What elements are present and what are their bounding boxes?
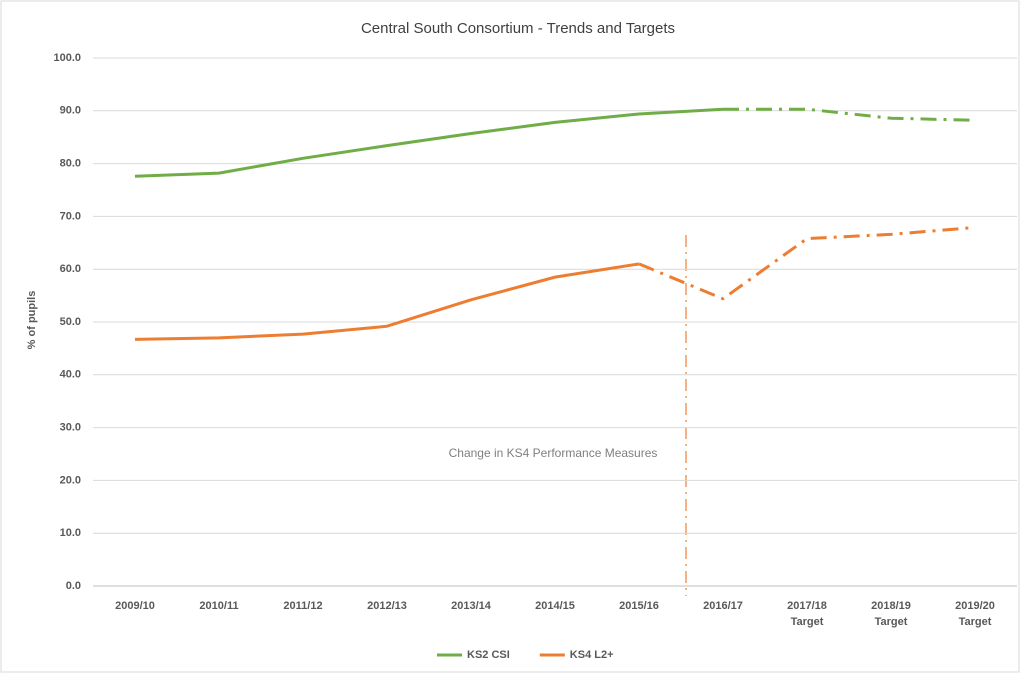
x-tick-label: 2015/16 <box>619 600 659 612</box>
series-line-dashed <box>723 107 976 122</box>
y-tick-label: 50.0 <box>60 316 81 328</box>
legend-label: KS2 CSI <box>467 649 510 661</box>
annotation: Change in KS4 Performance Measures <box>449 446 658 460</box>
y-tick-label: 80.0 <box>60 158 81 170</box>
y-tick-label: 40.0 <box>60 369 81 381</box>
x-tick-label: 2009/10 <box>115 600 155 612</box>
series-line <box>134 107 724 178</box>
y-tick-label: 0.0 <box>66 580 81 592</box>
x-tick-label: 2019/20 Target <box>955 600 995 628</box>
x-tick-label: 2018/19 Target <box>871 600 911 628</box>
x-tick-label: 2011/12 <box>283 600 322 612</box>
y-tick-label: 100.0 <box>53 52 81 64</box>
y-tick-label: 70.0 <box>60 210 81 222</box>
series-line <box>134 262 640 341</box>
x-tick-label: 2013/14 <box>451 600 492 612</box>
x-tick-label: 2014/15 <box>535 600 575 612</box>
legend-label: KS4 L2+ <box>570 649 614 661</box>
y-tick-label: 10.0 <box>60 527 81 539</box>
x-tick-label: 2017/18 Target <box>787 600 827 628</box>
y-tick-label: 20.0 <box>60 474 81 486</box>
chart-title: Central South Consortium - Trends and Ta… <box>361 20 675 37</box>
x-tick-label: 2012/13 <box>367 600 407 612</box>
y-tick-label: 90.0 <box>60 105 81 117</box>
y-axis-label: % of pupils <box>26 291 38 350</box>
y-tick-label: 30.0 <box>60 422 81 434</box>
y-tick-label: 60.0 <box>60 263 81 275</box>
x-tick-label: 2016/17 <box>703 600 743 612</box>
series-line-dashed <box>638 225 976 301</box>
x-tick-label: 2010/11 <box>199 600 238 612</box>
